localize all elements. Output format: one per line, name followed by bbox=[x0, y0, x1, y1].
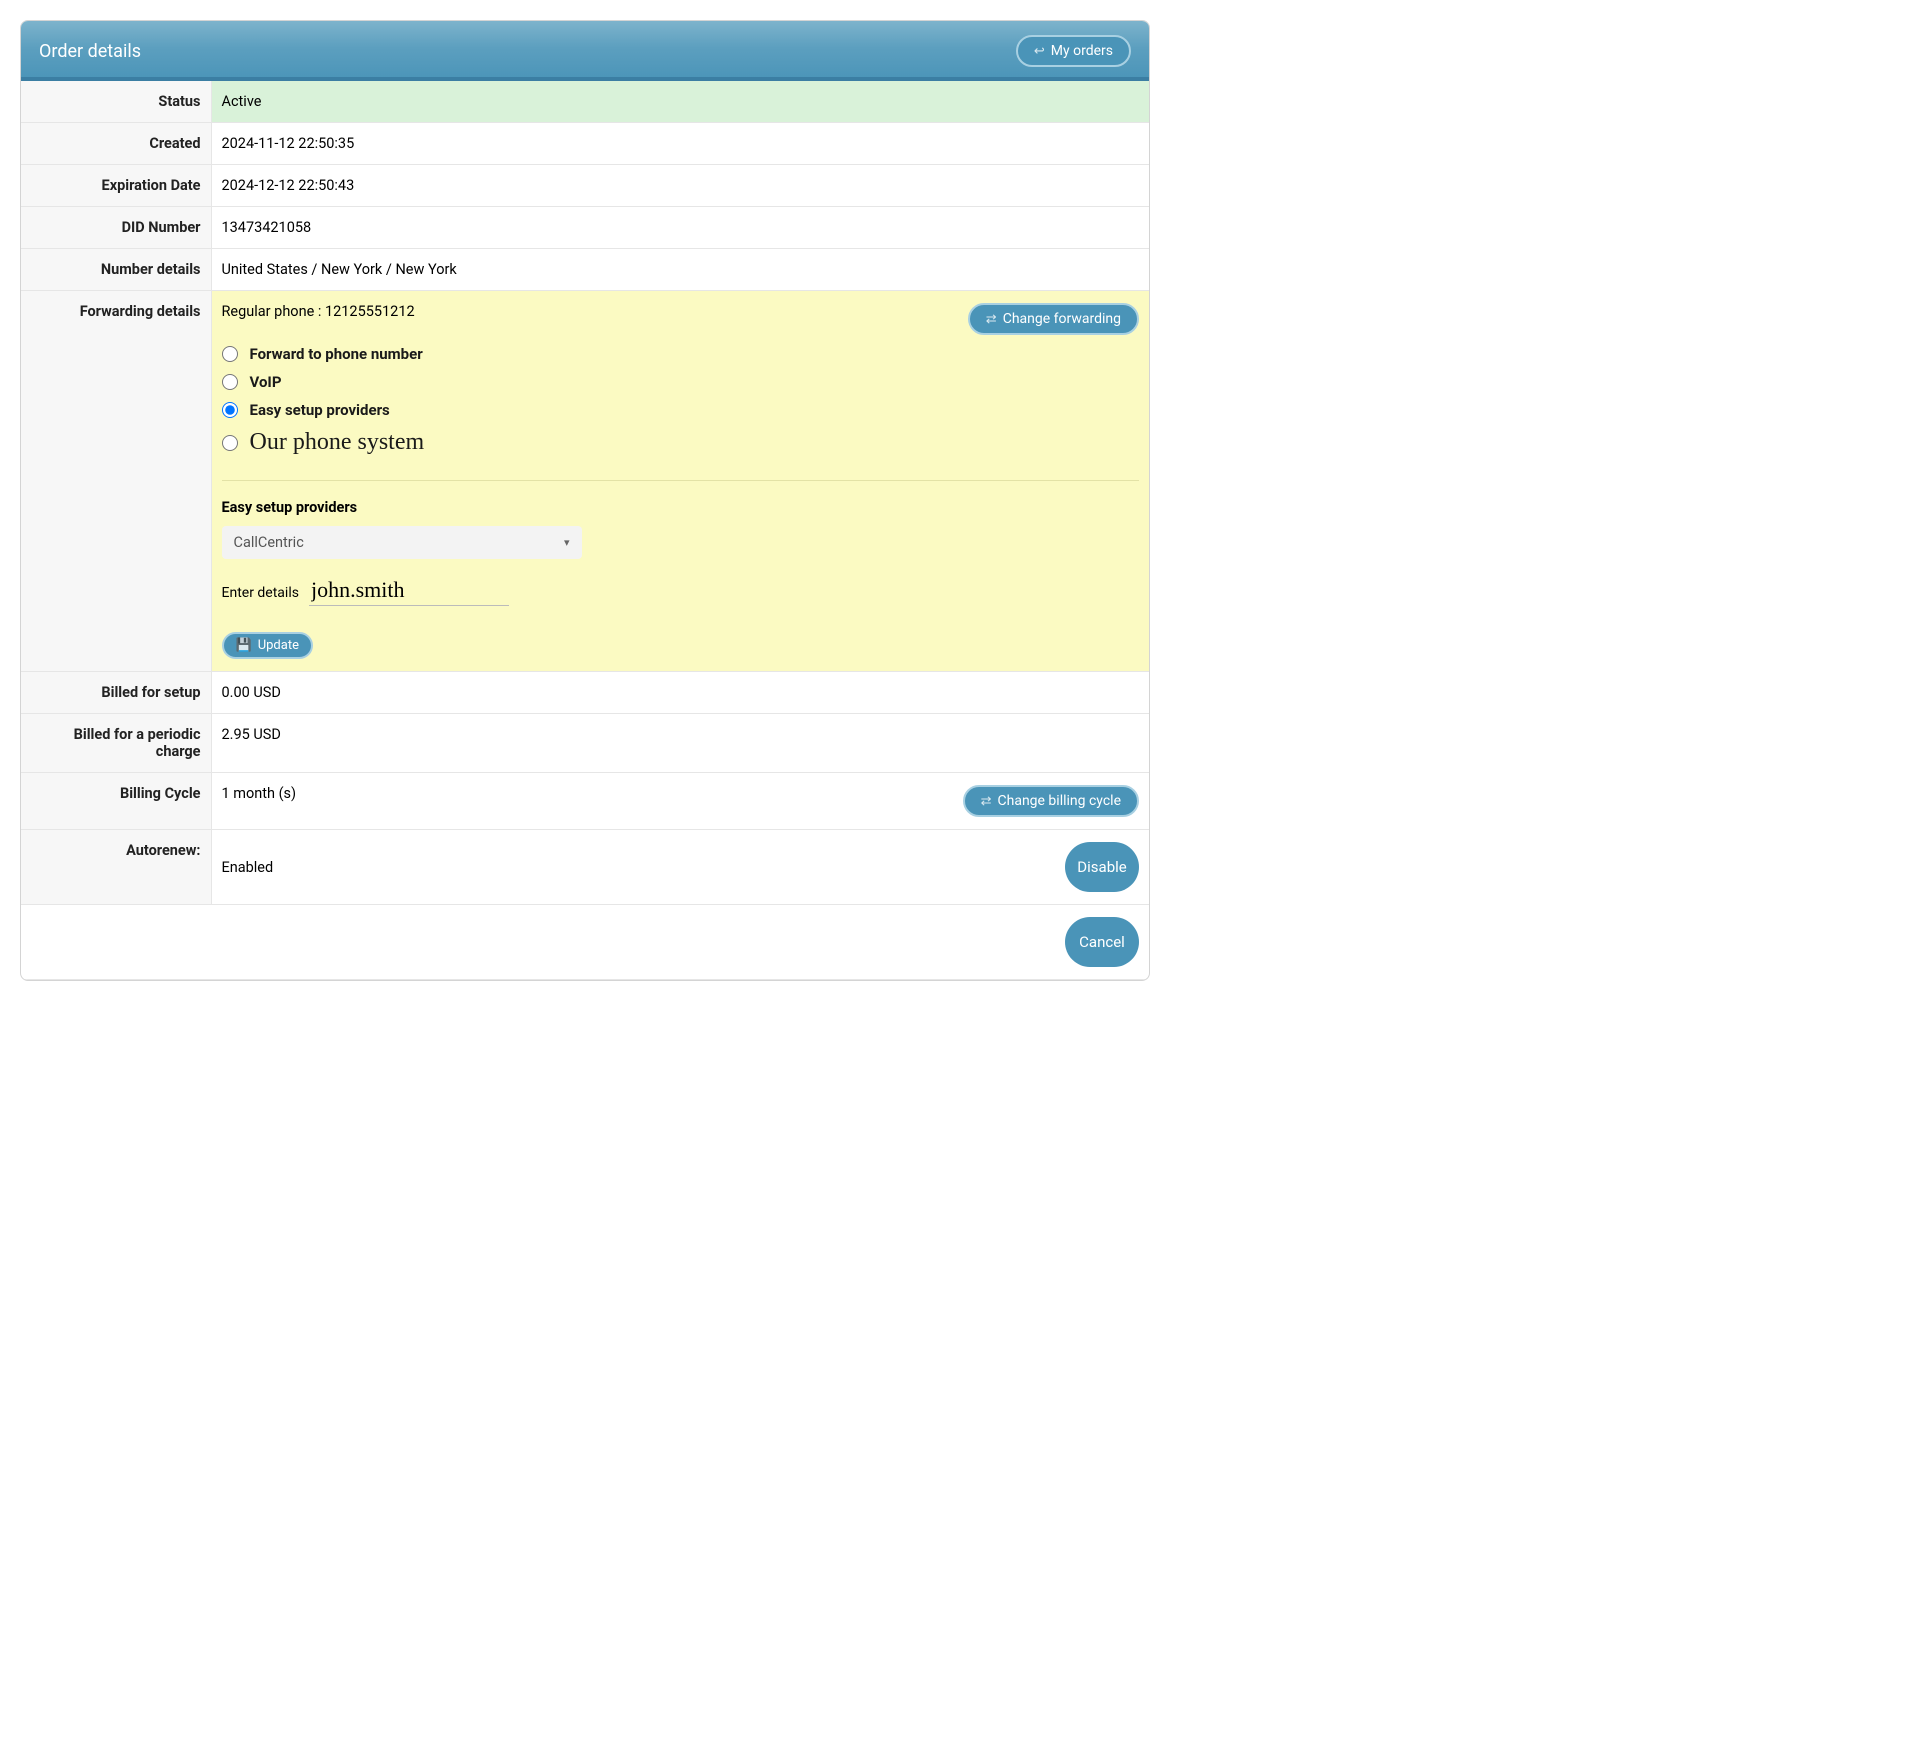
forwarding-summary: Regular phone : 12125551212 bbox=[222, 303, 415, 320]
row-autorenew: Autorenew: Enabled Disable bbox=[21, 830, 1149, 905]
value-status: Active bbox=[211, 81, 1149, 123]
value-billed-setup: 0.00 USD bbox=[211, 672, 1149, 714]
label-created: Created bbox=[21, 123, 211, 165]
back-arrow-icon: ↩ bbox=[1034, 44, 1045, 59]
panel-title: Order details bbox=[39, 41, 141, 62]
update-button[interactable]: 💾 Update bbox=[222, 632, 313, 659]
radio-our-system-label[interactable]: Our phone system bbox=[250, 429, 425, 456]
panel-header: Order details ↩ My orders bbox=[21, 21, 1149, 81]
radio-voip-input[interactable] bbox=[222, 374, 238, 390]
row-cancel: Cancel bbox=[21, 905, 1149, 980]
billing-cycle-cell: 1 month (s) ⇄ Change billing cycle bbox=[222, 785, 1140, 817]
radio-voip-label[interactable]: VoIP bbox=[250, 373, 282, 391]
radio-easy-label[interactable]: Easy setup providers bbox=[250, 401, 390, 419]
forwarding-top: Regular phone : 12125551212 ⇄ Change for… bbox=[222, 303, 1140, 335]
label-autorenew: Autorenew: bbox=[21, 830, 211, 905]
easy-section-label: Easy setup providers bbox=[222, 499, 1140, 516]
cancel-order-button[interactable]: Cancel bbox=[1065, 917, 1139, 967]
update-row: 💾 Update bbox=[222, 632, 1140, 659]
provider-selected-value: CallCentric bbox=[234, 534, 304, 551]
value-created: 2024-11-12 22:50:35 bbox=[211, 123, 1149, 165]
enter-details-input[interactable] bbox=[309, 577, 509, 606]
radio-forward-phone-label[interactable]: Forward to phone number bbox=[250, 345, 423, 363]
row-billed-periodic: Billed for a periodic charge 2.95 USD bbox=[21, 714, 1149, 773]
row-expiration: Expiration Date 2024-12-12 22:50:43 bbox=[21, 165, 1149, 207]
change-billing-cycle-label: Change billing cycle bbox=[998, 793, 1122, 809]
row-billing-cycle: Billing Cycle 1 month (s) ⇄ Change billi… bbox=[21, 773, 1149, 830]
provider-select[interactable]: CallCentric ▾ bbox=[222, 526, 582, 559]
value-autorenew: Enabled bbox=[222, 859, 274, 876]
value-expiration: 2024-12-12 22:50:43 bbox=[211, 165, 1149, 207]
enter-details-row: Enter details bbox=[222, 577, 1140, 606]
order-details-table: Status Active Created 2024-11-12 22:50:3… bbox=[21, 81, 1149, 980]
row-created: Created 2024-11-12 22:50:35 bbox=[21, 123, 1149, 165]
value-number-details: United States / New York / New York bbox=[211, 249, 1149, 291]
label-expiration: Expiration Date bbox=[21, 165, 211, 207]
value-did: 13473421058 bbox=[211, 207, 1149, 249]
cancel-button-label: Cancel bbox=[1079, 933, 1125, 951]
change-forwarding-label: Change forwarding bbox=[1003, 311, 1121, 327]
radio-easy-input[interactable] bbox=[222, 402, 238, 418]
save-icon: 💾 bbox=[236, 638, 252, 653]
swap-icon: ⇄ bbox=[981, 794, 992, 809]
label-did: DID Number bbox=[21, 207, 211, 249]
change-forwarding-button[interactable]: ⇄ Change forwarding bbox=[968, 303, 1139, 335]
value-billing-cycle: 1 month (s) bbox=[222, 785, 297, 802]
update-button-label: Update bbox=[258, 638, 299, 653]
row-did: DID Number 13473421058 bbox=[21, 207, 1149, 249]
row-billed-setup: Billed for setup 0.00 USD bbox=[21, 672, 1149, 714]
label-status: Status bbox=[21, 81, 211, 123]
radio-forward-phone: Forward to phone number bbox=[222, 345, 1140, 363]
row-number-details: Number details United States / New York … bbox=[21, 249, 1149, 291]
radio-voip: VoIP bbox=[222, 373, 1140, 391]
change-billing-cycle-button[interactable]: ⇄ Change billing cycle bbox=[963, 785, 1139, 817]
label-billed-setup: Billed for setup bbox=[21, 672, 211, 714]
radio-our-system-input[interactable] bbox=[222, 435, 238, 451]
my-orders-label: My orders bbox=[1051, 43, 1113, 59]
chevron-down-icon: ▾ bbox=[564, 536, 570, 549]
label-billed-periodic: Billed for a periodic charge bbox=[21, 714, 211, 773]
radio-our-system: Our phone system bbox=[222, 429, 1140, 456]
order-details-panel: Order details ↩ My orders Status Active … bbox=[20, 20, 1150, 981]
value-billed-periodic: 2.95 USD bbox=[211, 714, 1149, 773]
forwarding-body: Forward to phone number VoIP Easy setup … bbox=[222, 345, 1140, 659]
my-orders-button[interactable]: ↩ My orders bbox=[1016, 35, 1131, 67]
disable-button-label: Disable bbox=[1077, 858, 1126, 876]
label-forwarding: Forwarding details bbox=[21, 291, 211, 672]
radio-easy: Easy setup providers bbox=[222, 401, 1140, 419]
swap-icon: ⇄ bbox=[986, 312, 997, 327]
label-number-details: Number details bbox=[21, 249, 211, 291]
label-billing-cycle: Billing Cycle bbox=[21, 773, 211, 830]
radio-forward-phone-input[interactable] bbox=[222, 346, 238, 362]
row-forwarding: Forwarding details Regular phone : 12125… bbox=[21, 291, 1149, 672]
row-status: Status Active bbox=[21, 81, 1149, 123]
autorenew-cell: Enabled Disable bbox=[222, 842, 1140, 892]
forwarding-divider bbox=[222, 480, 1140, 481]
enter-details-label: Enter details bbox=[222, 585, 299, 601]
disable-autorenew-button[interactable]: Disable bbox=[1065, 842, 1139, 892]
